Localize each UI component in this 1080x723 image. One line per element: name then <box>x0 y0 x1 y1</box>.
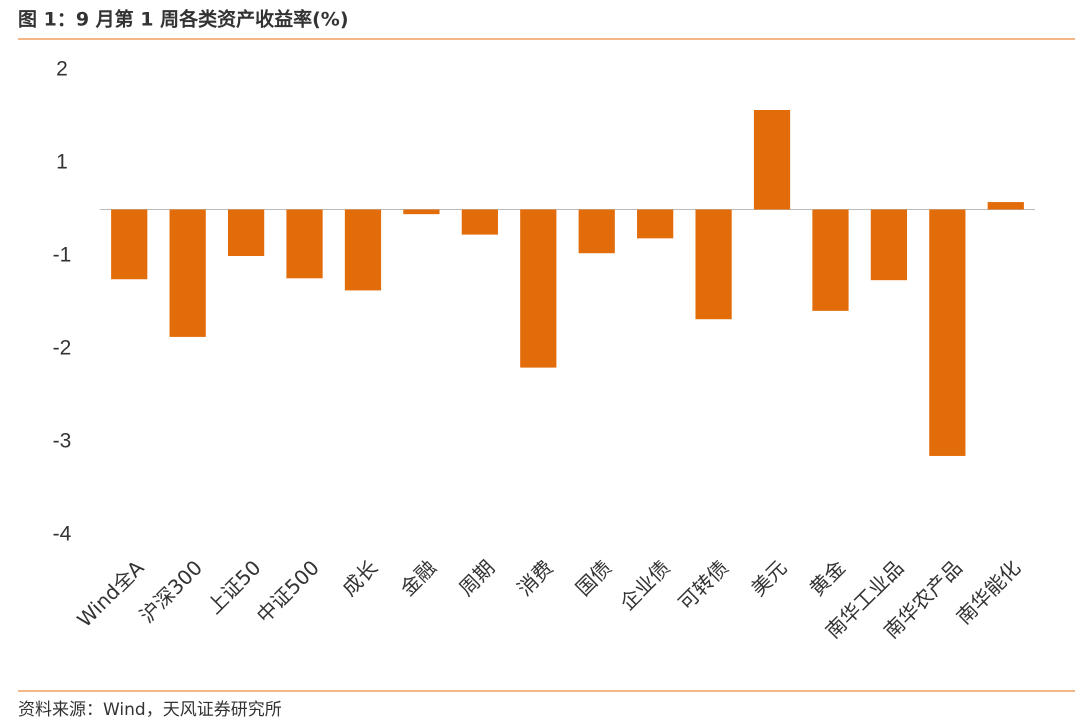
bar <box>812 209 849 311</box>
bar <box>344 209 382 291</box>
bar <box>637 209 674 239</box>
x-tick-label: 企业债 <box>615 555 674 614</box>
bar <box>753 109 791 210</box>
x-tick-label: 消费 <box>512 555 557 600</box>
y-tick-label: 2 <box>56 58 68 81</box>
x-tick-label: 成长 <box>337 555 382 600</box>
y-tick-label: -2 <box>53 337 72 360</box>
x-tick-label: Wind全A <box>72 555 149 632</box>
bar <box>461 209 498 235</box>
x-tick-label: 美元 <box>746 555 791 600</box>
x-tick-label: 黄金 <box>805 555 850 600</box>
bar <box>520 209 557 368</box>
bar <box>403 209 440 215</box>
y-tick-label: -1 <box>53 244 72 267</box>
source-note: 资料来源：Wind，天风证券研究所 <box>18 700 282 720</box>
x-tick-label: 中证500 <box>252 555 324 627</box>
x-tick-label: 可转债 <box>674 555 733 614</box>
chart-title: 图 1：9 月第 1 周各类资产收益率(%) <box>18 8 349 31</box>
bar <box>870 209 908 281</box>
x-tick-label: 金融 <box>396 555 441 600</box>
bar <box>987 202 1024 210</box>
y-tick-label: -3 <box>53 430 72 453</box>
bar <box>929 209 966 456</box>
x-tick-label: 国债 <box>571 555 616 600</box>
bar <box>227 209 265 256</box>
x-tick-label: 南华能化 <box>952 555 1026 629</box>
y-tick-label: -4 <box>53 523 72 546</box>
bar <box>578 209 615 254</box>
bar <box>695 209 732 320</box>
bar <box>111 209 148 280</box>
y-tick-label: 1 <box>56 151 68 174</box>
x-tick-label: 沪深300 <box>135 555 207 627</box>
bar <box>286 209 323 279</box>
x-tick-label: 周期 <box>454 555 499 600</box>
bar <box>169 209 206 337</box>
